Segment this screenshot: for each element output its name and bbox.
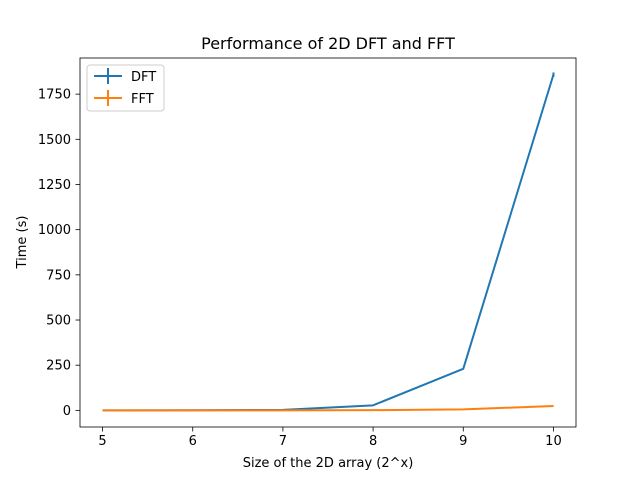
y-tick-label: 1000 — [38, 223, 71, 238]
x-tick-label: 6 — [189, 434, 197, 449]
y-tick-label: 1500 — [38, 133, 71, 148]
y-axis-label: Time (s) — [15, 216, 30, 270]
y-tick-label: 1750 — [38, 88, 71, 103]
x-tick-label: 10 — [545, 434, 562, 449]
y-tick-label: 750 — [46, 268, 71, 283]
x-tick-label: 8 — [369, 434, 377, 449]
x-tick-label: 5 — [98, 434, 106, 449]
x-tick-label: 9 — [459, 434, 467, 449]
y-tick-label: 0 — [63, 404, 71, 419]
y-tick-label: 500 — [46, 314, 71, 329]
legend-label-dft: DFT — [131, 70, 156, 85]
chart-title: Performance of 2D DFT and FFT — [201, 34, 455, 53]
legend: DFT FFT — [87, 65, 164, 111]
y-tick-label: 1250 — [38, 178, 71, 193]
legend-label-fft: FFT — [131, 92, 154, 107]
x-axis-label: Size of the 2D array (2^x) — [243, 456, 414, 471]
y-tick-label: 250 — [46, 359, 71, 374]
x-tick-label: 7 — [279, 434, 287, 449]
